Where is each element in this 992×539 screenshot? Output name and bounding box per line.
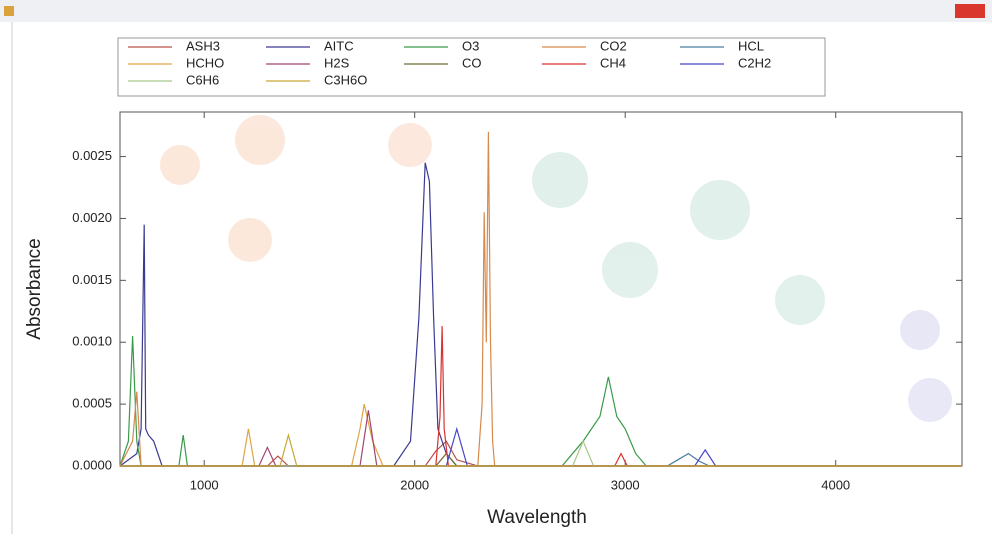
legend-label: HCL (738, 38, 764, 53)
legend-label: C6H6 (186, 72, 219, 87)
title-bar (0, 0, 992, 22)
background-decoration (160, 115, 952, 422)
legend-label: O3 (462, 38, 479, 53)
x-tick-label: 3000 (611, 477, 640, 492)
legend-label: ASH3 (186, 38, 220, 53)
series-line (119, 131, 962, 467)
series-line (120, 440, 962, 467)
y-axis-label: Absorbance (24, 238, 45, 339)
legend-label: H2S (324, 55, 350, 70)
close-button[interactable] (955, 4, 985, 18)
legend-label: CO (462, 55, 482, 70)
y-tick-label: 0.0025 (72, 148, 112, 163)
app-icon (4, 6, 14, 16)
series-line (120, 432, 962, 467)
x-axis-label: Wavelength (487, 507, 587, 528)
legend-label: C2H2 (738, 55, 771, 70)
y-tick-label: 0.0020 (72, 210, 112, 225)
y-tick-label: 0.0005 (72, 396, 112, 411)
series-line (119, 162, 962, 467)
legend-box (117, 37, 826, 97)
series-line (119, 335, 962, 467)
legend-label: AITC (324, 38, 354, 53)
legend-label: CH4 (600, 55, 626, 70)
x-tick-label: 1000 (190, 477, 219, 492)
y-tick-label: 0.0000 (72, 457, 112, 472)
y-tick-label: 0.0015 (72, 272, 112, 287)
series-line (120, 326, 962, 467)
legend-label: HCHO (186, 55, 224, 70)
x-tick-label: 4000 (821, 477, 850, 492)
y-tick-label: 0.0010 (72, 334, 112, 349)
series-line (120, 403, 962, 467)
legend-label: C3H6O (324, 72, 367, 87)
x-tick-label: 2000 (400, 477, 429, 492)
legend-label: CO2 (600, 38, 627, 53)
